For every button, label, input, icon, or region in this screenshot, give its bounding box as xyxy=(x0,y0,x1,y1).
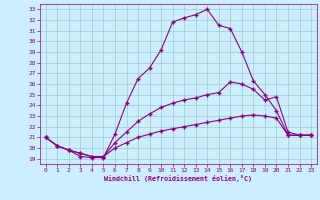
X-axis label: Windchill (Refroidissement éolien,°C): Windchill (Refroidissement éolien,°C) xyxy=(104,175,252,182)
